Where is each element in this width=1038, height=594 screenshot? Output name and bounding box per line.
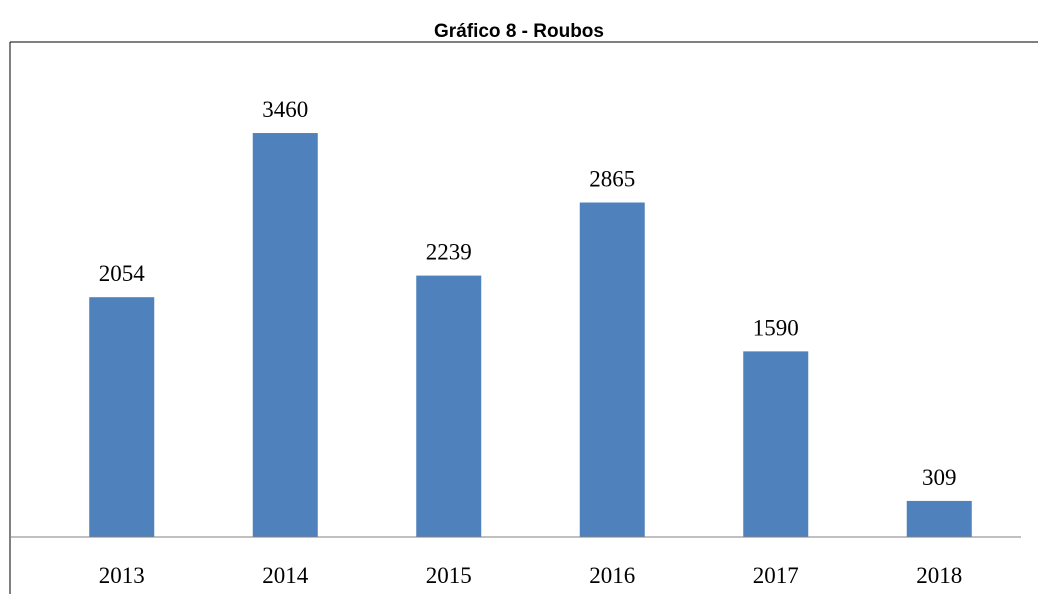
data-label: 309 bbox=[922, 465, 957, 490]
x-tick-label: 2016 bbox=[589, 563, 635, 588]
bar bbox=[906, 500, 972, 537]
data-label: 2239 bbox=[426, 240, 472, 265]
data-label: 3460 bbox=[262, 97, 308, 122]
x-tick-label: 2017 bbox=[753, 563, 799, 588]
data-label: 2865 bbox=[589, 167, 635, 192]
x-tick-label: 2014 bbox=[262, 563, 309, 588]
bar bbox=[89, 297, 155, 537]
x-tick-label: 2018 bbox=[916, 563, 962, 588]
data-label: 1590 bbox=[753, 315, 799, 340]
bar bbox=[579, 202, 645, 538]
chart-title: Gráfico 8 - Roubos bbox=[434, 21, 604, 42]
data-label: 2054 bbox=[99, 261, 146, 286]
bar bbox=[743, 351, 809, 537]
x-tick-label: 2015 bbox=[426, 563, 472, 588]
bar bbox=[252, 133, 318, 538]
x-tick-label: 2013 bbox=[99, 563, 145, 588]
bar bbox=[416, 275, 482, 537]
